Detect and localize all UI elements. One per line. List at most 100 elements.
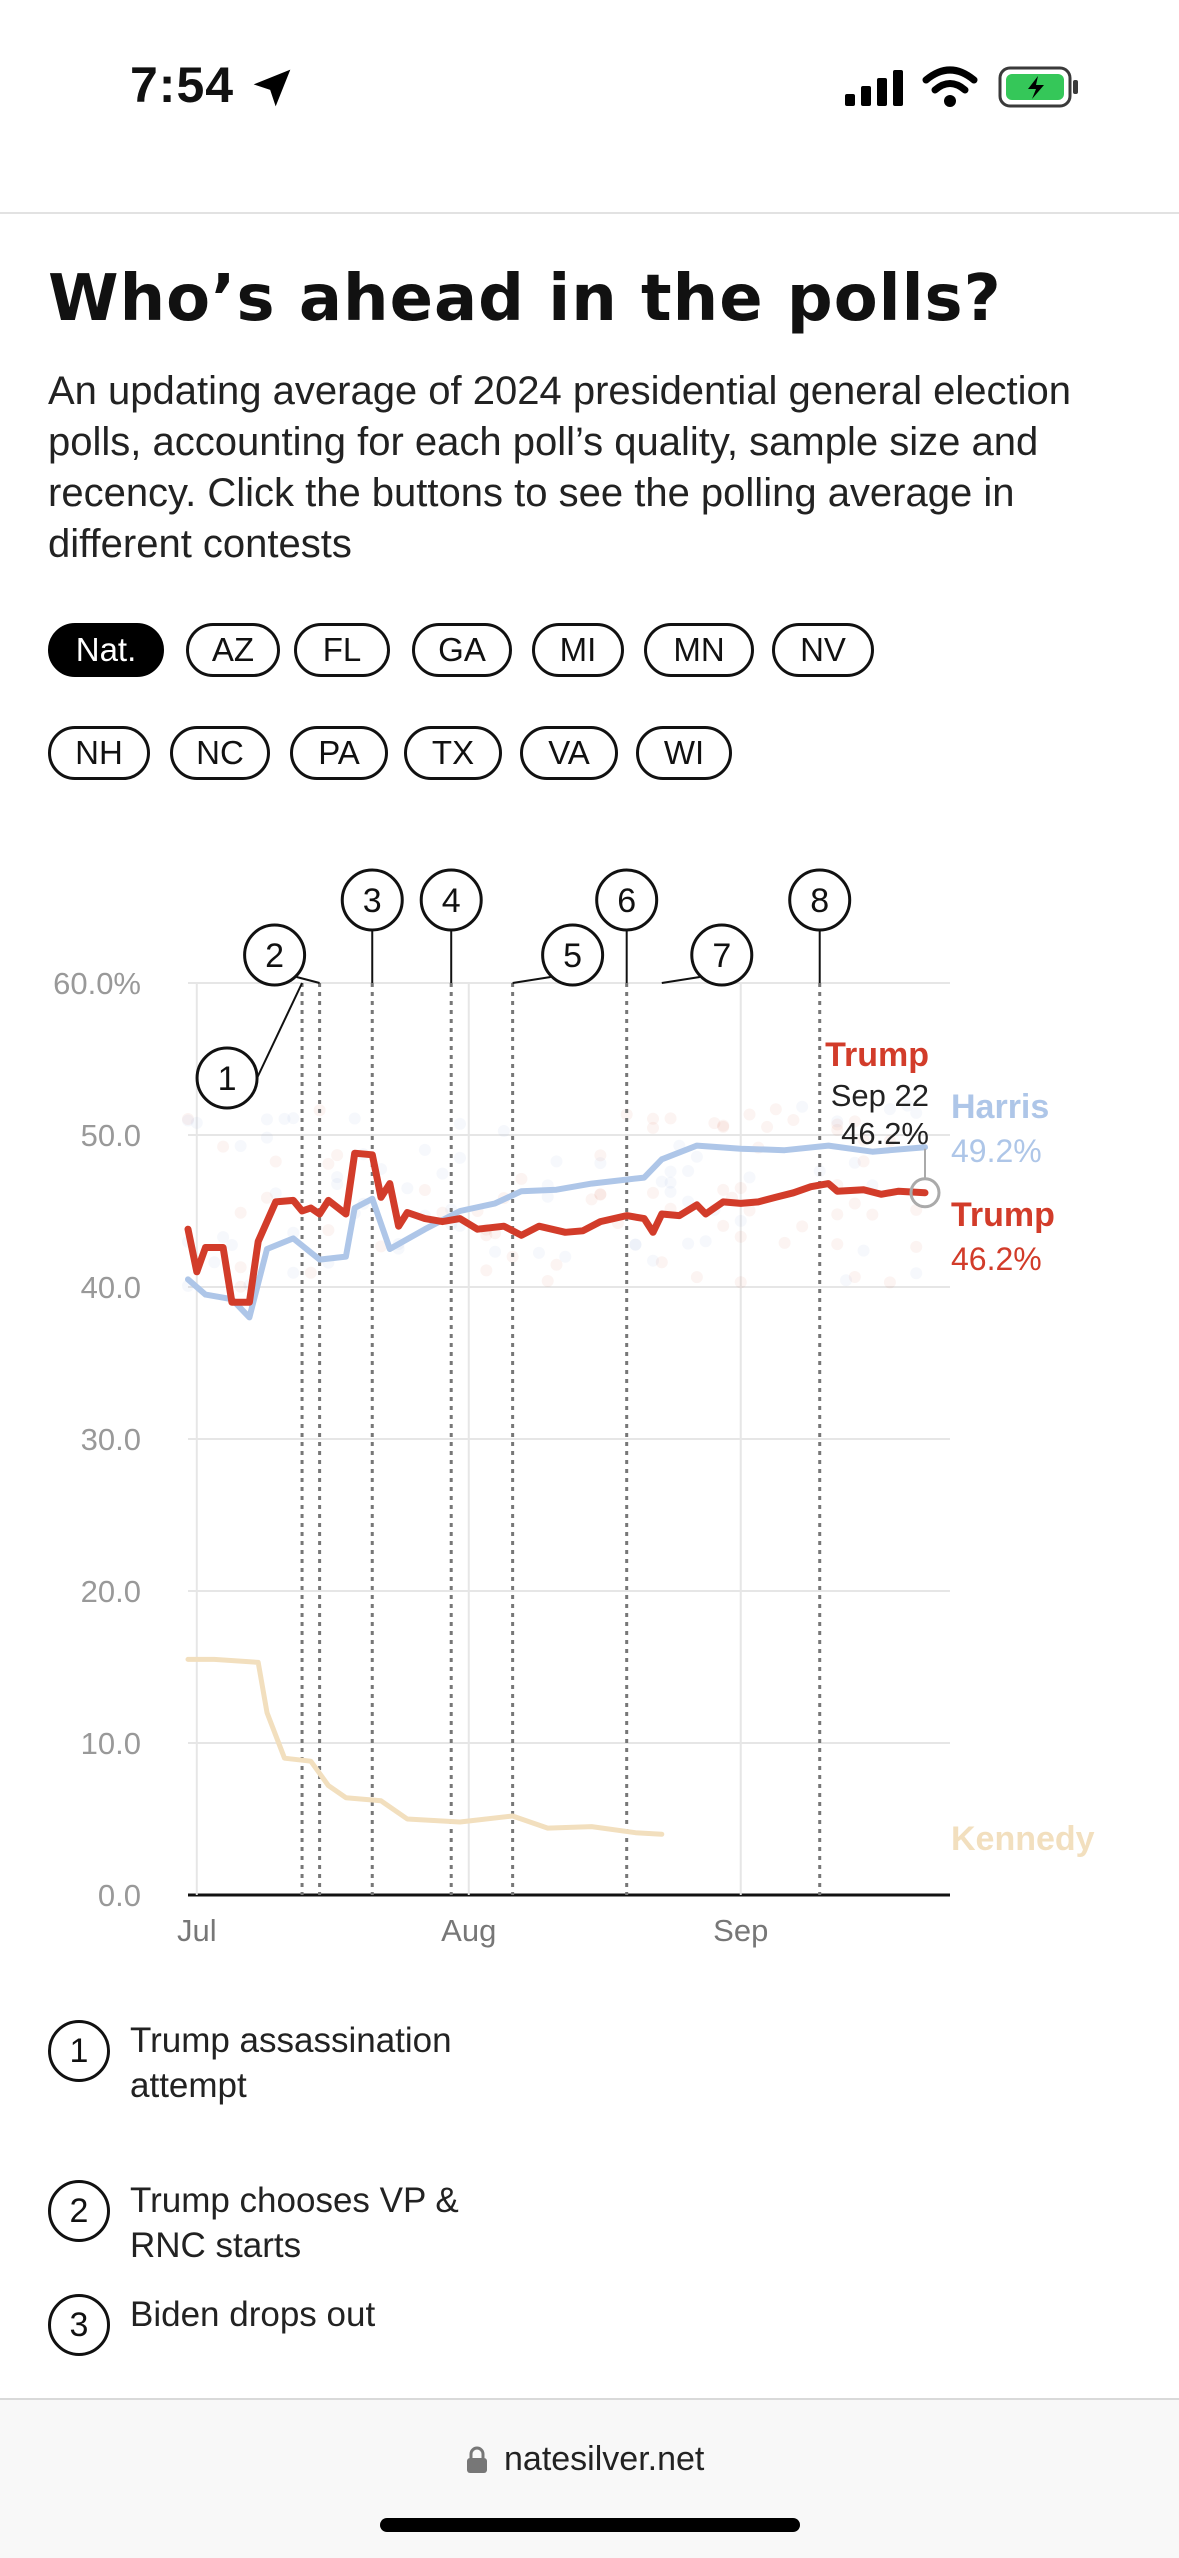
filter-wi-button[interactable]: WI: [636, 726, 732, 780]
event-connector: [512, 976, 551, 984]
poll-dot: [848, 1197, 861, 1210]
poll-dot: [796, 1100, 809, 1113]
filter-mi-button[interactable]: MI: [532, 623, 624, 677]
poll-dot: [287, 1226, 300, 1239]
poll-dot: [480, 1229, 493, 1242]
y-tick-label: 10.0: [81, 1726, 141, 1761]
event-number: 7: [712, 937, 731, 975]
poll-dot: [594, 1149, 607, 1162]
event-number: 3: [363, 882, 382, 920]
poll-dot: [655, 1175, 668, 1188]
poll-dot: [594, 1157, 607, 1170]
poll-dot: [743, 1108, 756, 1121]
poll-dot: [629, 1238, 642, 1251]
event-number-circle: [690, 923, 754, 987]
cellular-signal-icon: [845, 70, 903, 106]
filter-nv-button[interactable]: NV: [772, 623, 874, 677]
poll-dot: [778, 1236, 791, 1249]
poll-dot: [585, 1193, 598, 1206]
poll-dot: [690, 1271, 703, 1284]
poll-dot: [813, 1165, 826, 1178]
poll-dot: [182, 1113, 194, 1126]
poll-dot: [234, 1140, 247, 1153]
poll-dot: [436, 1167, 449, 1180]
poll-dot: [550, 1155, 563, 1168]
poll-dot: [717, 1219, 730, 1232]
poll-dot: [331, 1171, 344, 1184]
filter-pa-button[interactable]: PA: [290, 726, 388, 780]
poll-dot: [269, 1187, 282, 1200]
y-tick-label: 30.0: [81, 1422, 141, 1457]
poll-dot: [234, 1206, 247, 1219]
poll-dot: [664, 1112, 677, 1125]
filter-fl-button[interactable]: FL: [294, 623, 390, 677]
event-number-circle: [788, 868, 852, 932]
event-number: 5: [563, 937, 582, 975]
location-arrow-icon: [253, 69, 291, 107]
filter-ga-button[interactable]: GA: [412, 623, 512, 677]
series-line-kennedy: [185, 1656, 665, 1837]
filter-va-button[interactable]: VA: [520, 726, 618, 780]
poll-dot: [883, 1134, 896, 1147]
poll-dot: [796, 1220, 809, 1233]
poll-dot: [269, 1155, 282, 1168]
event-markers: 1 2 3 4 56 7 8: [195, 868, 852, 1895]
poll-dot: [532, 1246, 545, 1259]
y-tick-label: 60.0%: [53, 966, 141, 1001]
event-number-circle: [541, 923, 605, 987]
poll-dot: [647, 1254, 660, 1267]
poll-dot: [664, 1176, 677, 1189]
poll-dot: [541, 1275, 554, 1288]
tooltip-value: 46.2%: [841, 1116, 929, 1151]
lock-icon: [467, 2446, 487, 2473]
poll-dot: [331, 1149, 344, 1162]
poll-dot: [883, 1276, 896, 1289]
series-label-trump: Trump: [951, 1196, 1055, 1234]
poll-dot: [910, 1106, 923, 1119]
event-number-badge: 2: [48, 2180, 110, 2242]
event-number: 4: [442, 882, 461, 920]
browser-url-bar[interactable]: natesilver.net: [0, 2398, 1179, 2558]
poll-dots: [182, 1099, 923, 1293]
poll-dot: [690, 1150, 703, 1163]
x-tick-label: Sep: [713, 1913, 768, 1948]
series-value-harris: 49.2%: [951, 1133, 1042, 1169]
poll-dot: [848, 1115, 861, 1128]
poll-dot: [743, 1204, 756, 1217]
filter-tx-button[interactable]: TX: [404, 726, 502, 780]
poll-dot: [225, 1239, 238, 1252]
x-tick-label: Jul: [177, 1913, 217, 1948]
event-description: Biden drops out: [130, 2295, 376, 2334]
filter-mn-button[interactable]: MN: [644, 623, 754, 677]
poll-dot: [620, 1108, 633, 1121]
filter-nh-button[interactable]: NH: [48, 726, 150, 780]
poll-dot: [866, 1208, 879, 1221]
poll-dot: [831, 1238, 844, 1251]
poll-dot: [629, 1238, 642, 1251]
poll-dot: [418, 1143, 431, 1156]
poll-dot: [682, 1237, 695, 1250]
poll-dot: [717, 1120, 730, 1133]
poll-dot: [831, 1208, 844, 1221]
poll-dot: [287, 1266, 300, 1279]
filter-nc-button[interactable]: NC: [170, 726, 270, 780]
poll-dot: [550, 1258, 563, 1271]
poll-dot: [260, 1131, 273, 1144]
chart-series: [184, 1142, 929, 1837]
poll-dot: [734, 1276, 747, 1289]
poll-dot: [647, 1112, 660, 1125]
poll-dot: [910, 1267, 923, 1280]
event-connector: [661, 976, 700, 984]
poll-dot: [734, 1214, 747, 1227]
url-text: natesilver.net: [504, 2440, 705, 2478]
x-tick-label: Aug: [441, 1913, 496, 1948]
event-number-circle: [419, 868, 483, 932]
wifi-icon: [922, 66, 978, 107]
poll-dot: [831, 1115, 844, 1128]
event-number: 2: [265, 937, 284, 975]
filter-az-button[interactable]: AZ: [186, 623, 280, 677]
poll-dot: [401, 1182, 414, 1195]
y-tick-label: 40.0: [81, 1270, 141, 1305]
poll-dot: [734, 1230, 747, 1243]
filter-nat-button[interactable]: Nat.: [48, 623, 164, 677]
